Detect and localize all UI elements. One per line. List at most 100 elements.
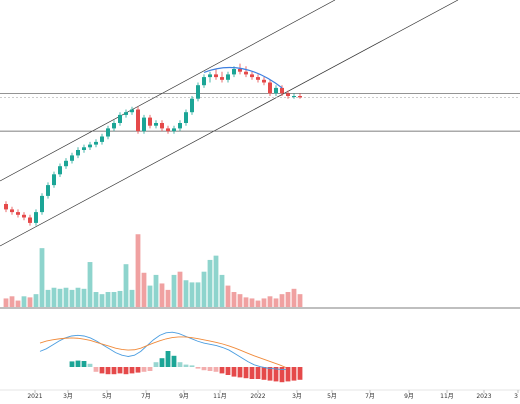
volume-bar [135, 234, 141, 307]
volume-bar [297, 294, 303, 307]
trend-lines [0, 0, 459, 247]
candle-body [118, 114, 122, 123]
macd-histogram-bar [297, 367, 303, 380]
volume-bar [141, 272, 147, 307]
volume-bar [27, 297, 33, 307]
macd-histogram-bar [105, 367, 111, 375]
macd-histogram-bar [99, 367, 105, 374]
candle-body [106, 128, 110, 137]
macd-histogram-bar [207, 367, 213, 371]
volume-bar [273, 298, 279, 307]
volume-bar [93, 292, 99, 307]
volume-bar [183, 280, 189, 307]
volume-bar [3, 298, 9, 307]
candle-body [94, 141, 98, 145]
macd-histogram-bar [237, 367, 243, 378]
candle-body [166, 128, 170, 132]
macd-histogram-bar [213, 367, 219, 372]
macd-histogram-bar [87, 363, 93, 367]
volume-bar [261, 298, 267, 307]
candle-body [160, 123, 164, 129]
candle-body [154, 123, 158, 126]
candle-body [40, 195, 44, 213]
trend-line-upper [0, 0, 336, 182]
horizontal-levels [0, 92, 520, 132]
axis-tick-label: 9月 [404, 393, 414, 400]
macd-histogram-bar [255, 367, 261, 379]
candle-body [268, 82, 272, 94]
volume-bar [87, 262, 93, 307]
macd-panel [39, 331, 303, 383]
axis-tick-label: 3月 [292, 393, 302, 400]
macd-dea-line [39, 336, 286, 368]
volume-bar [147, 285, 153, 307]
axis-tick-label: 3 [514, 393, 518, 400]
candle-body [196, 85, 200, 99]
candle-body [136, 109, 140, 132]
volume-bar [81, 288, 87, 307]
volume-bar [237, 294, 243, 307]
candle-body [238, 69, 242, 72]
volume-bar [45, 289, 51, 307]
macd-histogram-bar [135, 367, 141, 373]
candle-body [184, 112, 188, 123]
candle-body [256, 77, 260, 80]
volume-bar [267, 296, 273, 307]
candle-body [232, 69, 236, 75]
volume-bar [57, 288, 63, 307]
candle-body [142, 117, 146, 132]
macd-dif-line [39, 331, 286, 371]
volume-bar [69, 289, 75, 307]
macd-histogram-bar [261, 367, 267, 380]
candle-body [88, 144, 92, 148]
candle-body [190, 98, 194, 113]
axis-tick-label: 2021 [27, 393, 42, 400]
volume-bar [129, 289, 135, 307]
macd-histogram-bar [171, 355, 177, 367]
volume-bar [255, 300, 261, 307]
candle-body [244, 71, 248, 75]
candle-body [250, 74, 254, 78]
volume-bar [9, 296, 15, 307]
candlesticks [4, 63, 302, 226]
volume-bar [171, 274, 177, 307]
macd-histogram-bar [279, 367, 285, 383]
axis-tick-label: 7月 [365, 393, 375, 400]
candle-body [28, 217, 32, 223]
volume-bar [207, 259, 213, 307]
macd-histogram-bar [141, 367, 147, 372]
candle-body [22, 214, 26, 218]
volume-bar [63, 287, 69, 307]
candle-body [292, 96, 296, 97]
macd-histogram-bar [231, 367, 237, 377]
candle-body [10, 209, 14, 213]
volume-bar [75, 287, 81, 307]
candle-body [202, 77, 206, 86]
candle-body [130, 109, 134, 113]
macd-histogram-bar [195, 367, 201, 369]
trend-line-lower [0, 0, 459, 247]
volume-bar [21, 296, 27, 307]
volume-bar [15, 300, 21, 307]
volume-bar [225, 285, 231, 307]
candle-body [52, 174, 56, 186]
axis-tick-label: 11月 [440, 393, 454, 400]
candle-body [76, 150, 80, 156]
macd-histogram-bar [123, 367, 129, 375]
volume-bar [291, 288, 297, 307]
macd-histogram-bar [81, 361, 87, 367]
macd-histogram-bar [225, 367, 231, 375]
volume-bar [231, 292, 237, 307]
candle-body [4, 204, 8, 210]
candle-body [208, 74, 212, 78]
macd-histogram-bar [219, 367, 225, 374]
macd-histogram-bar [249, 367, 255, 379]
arc-line [203, 66, 283, 89]
volume-bars [0, 234, 520, 309]
candle-body [100, 136, 104, 142]
volume-bar [117, 290, 123, 307]
volume-bar [105, 292, 111, 307]
candle-body [82, 147, 86, 150]
